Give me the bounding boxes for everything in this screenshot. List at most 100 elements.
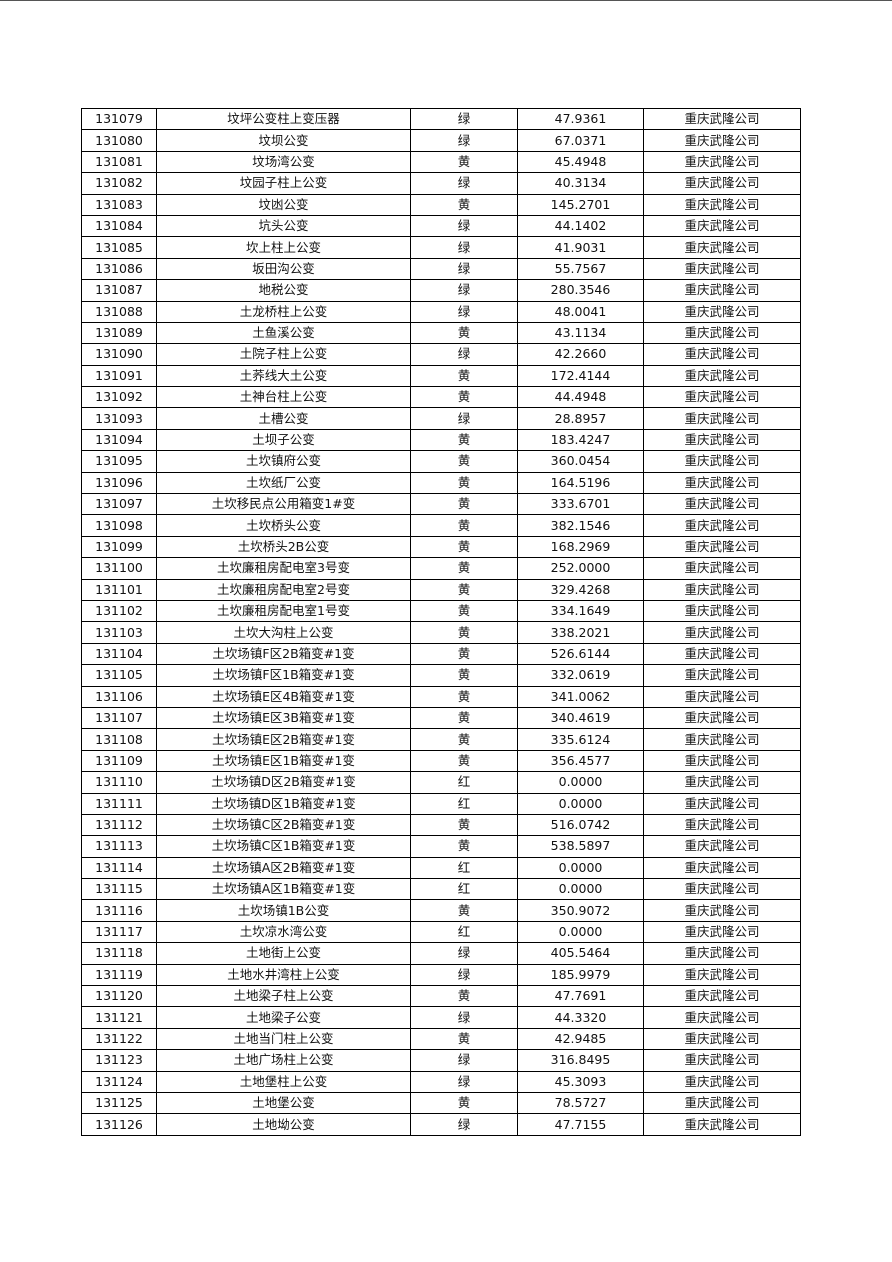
row-id-cell: 131089 (81, 321, 157, 345)
company-cell: 重庆武隆公司 (643, 386, 801, 409)
station-name-cell: 坂田沟公变 (156, 257, 411, 281)
value-cell: 47.7691 (517, 985, 644, 1008)
value-cell: 48.0041 (517, 300, 644, 323)
row-id-cell: 131104 (81, 642, 157, 666)
status-color-cell: 黄 (410, 621, 518, 644)
value-cell: 44.3320 (517, 1006, 644, 1029)
table-row: 131093 土槽公变绿 28.8957 重庆武隆公司 (81, 407, 801, 430)
row-id-cell: 131106 (81, 685, 157, 708)
table-row: 131101 土坎廉租房配电室2号变黄 329.4268 重庆武隆公司 (81, 578, 801, 601)
status-color-cell: 黄 (410, 1027, 518, 1051)
value-cell: 316.8495 (517, 1049, 644, 1072)
table-row: 131108 土坎场镇E区2B箱变#1变黄 335.6124 重庆武隆公司 (81, 728, 801, 751)
status-color-cell: 黄 (410, 386, 518, 409)
row-id-cell: 131111 (81, 792, 157, 815)
station-name-cell: 土坎桥头2B公变 (156, 535, 411, 559)
row-id-cell: 131113 (81, 835, 157, 858)
table-row: 131100 土坎廉租房配电室3号变黄 252.0000 重庆武隆公司 (81, 557, 801, 580)
station-name-cell: 土地坳公变 (156, 1113, 411, 1136)
table-row: 131114 土坎场镇A区2B箱变#1变红 0.0000 重庆武隆公司 (81, 856, 801, 880)
row-id-cell: 131082 (81, 172, 157, 195)
row-id-cell: 131083 (81, 193, 157, 216)
status-color-cell: 绿 (410, 214, 518, 238)
table-row: 131122 土地当门柱上公变黄 42.9485 重庆武隆公司 (81, 1027, 801, 1051)
row-id-cell: 131120 (81, 985, 157, 1008)
status-color-cell: 绿 (410, 257, 518, 281)
table-row: 131125 土地堡公变黄 78.5727 重庆武隆公司 (81, 1091, 801, 1115)
station-name-cell: 土坎移民点公用箱变1#变 (156, 493, 411, 516)
status-color-cell: 绿 (410, 1049, 518, 1072)
row-id-cell: 131086 (81, 257, 157, 281)
station-name-cell: 坟凼公变 (156, 193, 411, 216)
status-color-cell: 黄 (410, 664, 518, 687)
table-row: 131081 坟场湾公变黄 45.4948 重庆武隆公司 (81, 150, 801, 174)
row-id-cell: 131119 (81, 963, 157, 987)
status-color-cell: 绿 (410, 129, 518, 152)
value-cell: 0.0000 (517, 920, 644, 944)
table-row: 131090 土院子柱上公变绿 42.2660 重庆武隆公司 (81, 343, 801, 366)
company-cell: 重庆武隆公司 (643, 557, 801, 580)
station-name-cell: 土地水井湾柱上公变 (156, 963, 411, 987)
company-cell: 重庆武隆公司 (643, 728, 801, 751)
company-cell: 重庆武隆公司 (643, 1049, 801, 1072)
company-cell: 重庆武隆公司 (643, 535, 801, 559)
station-name-cell: 土坎场镇D区1B箱变#1变 (156, 792, 411, 815)
status-color-cell: 黄 (410, 985, 518, 1008)
row-id-cell: 131112 (81, 813, 157, 837)
station-name-cell: 土龙桥柱上公变 (156, 300, 411, 323)
transformer-table: 131079 坟坪公变柱上变压器绿 47.9361 重庆武隆公司 131080 坟坝公变绿… (81, 107, 801, 1136)
company-cell: 重庆武隆公司 (643, 514, 801, 537)
station-name-cell: 土地堡柱上公变 (156, 1070, 411, 1093)
status-color-cell: 绿 (410, 942, 518, 965)
status-color-cell: 黄 (410, 535, 518, 559)
company-cell: 重庆武隆公司 (643, 899, 801, 922)
value-cell: 183.4247 (517, 428, 644, 452)
station-name-cell: 坟坪公变柱上变压器 (156, 107, 411, 131)
station-name-cell: 土坎纸厂公变 (156, 471, 411, 495)
value-cell: 252.0000 (517, 557, 644, 580)
station-name-cell: 土坎场镇E区1B箱变#1变 (156, 749, 411, 773)
status-color-cell: 黄 (410, 899, 518, 922)
station-name-cell: 坟场湾公变 (156, 150, 411, 174)
row-id-cell: 131117 (81, 920, 157, 944)
station-name-cell: 坎上柱上公变 (156, 236, 411, 259)
company-cell: 重庆武隆公司 (643, 792, 801, 815)
value-cell: 538.5897 (517, 835, 644, 858)
table-row: 131094 土坝子公变黄 183.4247 重庆武隆公司 (81, 428, 801, 452)
station-name-cell: 坑头公变 (156, 214, 411, 238)
table-row: 131098 土坎桥头公变黄 382.1546 重庆武隆公司 (81, 514, 801, 537)
company-cell: 重庆武隆公司 (643, 1006, 801, 1029)
status-color-cell: 黄 (410, 493, 518, 516)
status-color-cell: 黄 (410, 642, 518, 666)
company-cell: 重庆武隆公司 (643, 107, 801, 131)
status-color-cell: 黄 (410, 599, 518, 623)
company-cell: 重庆武隆公司 (643, 985, 801, 1008)
status-color-cell: 红 (410, 920, 518, 944)
table-row: 131120 土地梁子柱上公变黄 47.7691 重庆武隆公司 (81, 985, 801, 1008)
table-row: 131102 土坎廉租房配电室1号变黄 334.1649 重庆武隆公司 (81, 599, 801, 623)
status-color-cell: 黄 (410, 321, 518, 345)
row-id-cell: 131122 (81, 1027, 157, 1051)
status-color-cell: 黄 (410, 450, 518, 473)
status-color-cell: 黄 (410, 514, 518, 537)
table-row: 131109 土坎场镇E区1B箱变#1变黄 356.4577 重庆武隆公司 (81, 749, 801, 773)
value-cell: 28.8957 (517, 407, 644, 430)
station-name-cell: 土坎场镇E区2B箱变#1变 (156, 728, 411, 751)
status-color-cell: 黄 (410, 557, 518, 580)
table-row: 131103 土坎大沟柱上公变黄 338.2021 重庆武隆公司 (81, 621, 801, 644)
row-id-cell: 131123 (81, 1049, 157, 1072)
status-color-cell: 红 (410, 856, 518, 880)
value-cell: 350.9072 (517, 899, 644, 922)
company-cell: 重庆武隆公司 (643, 428, 801, 452)
station-name-cell: 土院子柱上公变 (156, 343, 411, 366)
table-row: 131107 土坎场镇E区3B箱变#1变黄 340.4619 重庆武隆公司 (81, 706, 801, 730)
row-id-cell: 131118 (81, 942, 157, 965)
table-row: 131110 土坎场镇D区2B箱变#1变红 0.0000 重庆武隆公司 (81, 771, 801, 794)
row-id-cell: 131091 (81, 364, 157, 388)
company-cell: 重庆武隆公司 (643, 621, 801, 644)
status-color-cell: 绿 (410, 963, 518, 987)
company-cell: 重庆武隆公司 (643, 364, 801, 388)
table-row: 131124 土地堡柱上公变绿 45.3093 重庆武隆公司 (81, 1070, 801, 1093)
station-name-cell: 土坎镇府公变 (156, 450, 411, 473)
company-cell: 重庆武隆公司 (643, 685, 801, 708)
